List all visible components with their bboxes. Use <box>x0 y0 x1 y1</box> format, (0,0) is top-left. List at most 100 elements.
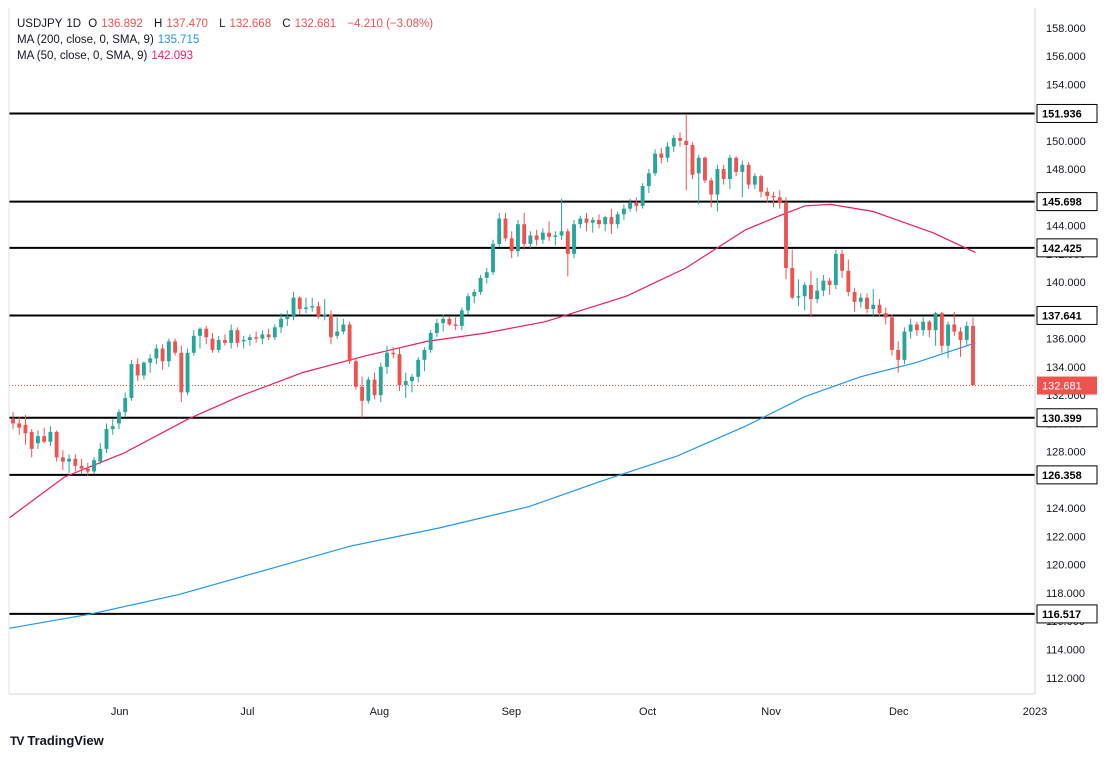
candle-body <box>491 243 495 273</box>
key-level-label: 142.425 <box>1042 243 1082 255</box>
candle-body <box>709 180 714 195</box>
tradingview-brand[interactable]: TV TradingView <box>10 733 104 748</box>
candle <box>235 327 240 348</box>
candle-body <box>85 468 90 472</box>
candle <box>328 310 333 345</box>
candle <box>60 450 65 471</box>
candle-body <box>871 304 876 309</box>
candle-body <box>241 340 246 342</box>
candle <box>671 135 676 153</box>
candle <box>285 310 290 326</box>
candle-body <box>721 169 726 179</box>
price-tick-label: 136.000 <box>1046 334 1086 346</box>
candle-body <box>23 424 28 434</box>
candle <box>914 321 919 336</box>
candle-body <box>353 361 358 387</box>
candle <box>416 357 421 383</box>
candle <box>266 328 271 341</box>
candle-body <box>590 219 595 223</box>
candle-body <box>946 324 950 346</box>
candle-body <box>67 458 72 462</box>
candle-body <box>98 448 103 462</box>
candle <box>784 197 788 280</box>
candle-body <box>865 297 869 309</box>
candle <box>765 187 770 203</box>
candle <box>123 392 128 417</box>
candle <box>428 330 433 353</box>
candle-body <box>908 324 913 332</box>
price-tick-label: 118.000 <box>1046 588 1085 600</box>
price-tick-label: 148.000 <box>1046 164 1086 176</box>
price-tick-label: 134.000 <box>1046 362 1086 374</box>
candle <box>173 338 178 356</box>
candle-body <box>939 313 944 346</box>
key-level-tag <box>1036 465 1098 485</box>
candle-body <box>422 349 427 360</box>
candle <box>403 372 408 398</box>
legend-ma50-row[interactable]: MA (50, close, 0, SMA, 9) 142.093 <box>17 48 437 64</box>
candle <box>584 212 589 232</box>
candle <box>840 249 845 278</box>
candle <box>971 317 975 386</box>
candle-body <box>759 176 763 192</box>
candle <box>54 430 59 462</box>
candle <box>927 320 932 338</box>
candle-body <box>104 429 109 449</box>
legend-ma200-row[interactable]: MA (200, close, 0, SMA, 9) 135.715 <box>17 32 437 48</box>
candle-body <box>141 362 146 376</box>
candle <box>42 427 47 444</box>
candle <box>447 316 452 326</box>
candle-body <box>36 436 40 444</box>
candle <box>877 299 882 317</box>
candle <box>771 191 776 208</box>
candle-body <box>921 321 926 331</box>
candle <box>572 219 576 259</box>
candle-body <box>790 267 795 298</box>
candle-body <box>671 137 676 147</box>
candle <box>802 282 807 311</box>
candle-body <box>827 280 832 285</box>
candle-body <box>260 334 265 339</box>
candle <box>615 211 620 229</box>
candle <box>117 409 121 430</box>
candle <box>210 332 215 353</box>
candle <box>540 228 545 244</box>
legend-ohlc-row: USDJPY 1D O 136.892 H 137.470 L 132.668 C 132… <box>17 16 437 32</box>
candle-body <box>73 458 78 466</box>
candle <box>166 338 171 367</box>
candle <box>952 311 957 336</box>
candle-body <box>235 330 240 343</box>
candle <box>441 314 446 332</box>
candle-body <box>534 235 539 240</box>
candle-body <box>198 328 202 336</box>
candle-body <box>335 331 340 336</box>
candle <box>721 164 726 185</box>
last-price-label: 132.681 <box>1042 381 1082 393</box>
candle-body <box>366 379 371 401</box>
candle <box>185 348 190 396</box>
candle <box>79 458 84 475</box>
candle-body <box>304 307 308 309</box>
candle <box>528 231 533 249</box>
candle-body <box>964 325 969 341</box>
candle <box>696 154 701 205</box>
time-tick-label: Jul <box>240 706 254 718</box>
candle-body <box>522 224 527 244</box>
candle <box>865 293 869 314</box>
candle <box>104 423 109 454</box>
candle <box>665 142 670 163</box>
candle-body <box>478 277 483 293</box>
candle-body <box>634 202 639 206</box>
candle-body <box>54 431 59 458</box>
candle <box>833 249 838 290</box>
candle-body <box>154 348 159 359</box>
candle-body <box>391 352 396 355</box>
candle <box>397 347 402 391</box>
candle-body <box>166 341 171 362</box>
candle-body <box>609 217 614 225</box>
ma200-line <box>8 342 976 629</box>
candle-body <box>503 218 508 239</box>
candle-body <box>777 197 782 203</box>
